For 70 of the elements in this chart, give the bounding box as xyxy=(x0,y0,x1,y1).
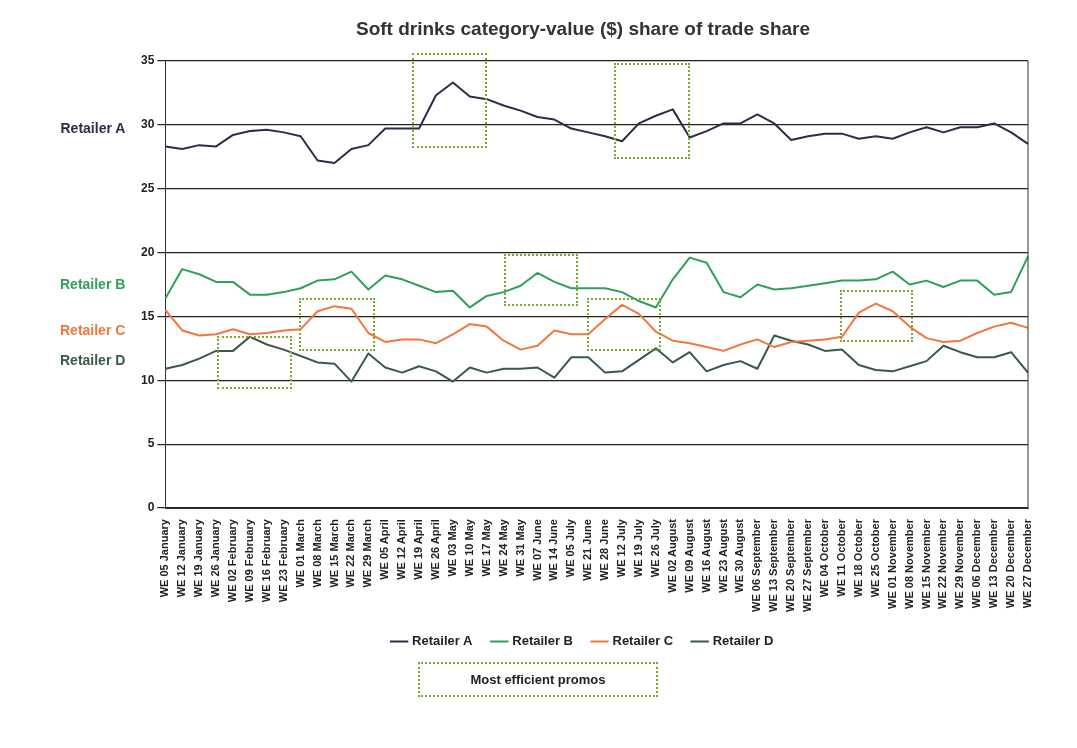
x-tick-label: WE 15 March xyxy=(327,518,340,588)
text: Retailer D xyxy=(59,351,126,368)
x-tick-label: WE 09 August xyxy=(682,518,695,593)
legend-label: Retailer A xyxy=(412,633,473,649)
x-tick-label: WE 26 April xyxy=(429,519,442,580)
x-tick-label: WE 01 March xyxy=(293,518,306,588)
x-tick-label: WE 19 April xyxy=(412,519,425,580)
x-tick-label: WE 19 July xyxy=(631,518,644,578)
chart-title: Soft drinks category-value ($) share of trade share xyxy=(355,17,811,39)
y-tick-label: 15 xyxy=(140,308,155,323)
x-tick-label: WE 12 July xyxy=(615,518,628,578)
x-tick-label: WE 06 September xyxy=(750,518,763,612)
y-tick-label: 20 xyxy=(140,244,155,259)
x-tick-label: WE 26 January xyxy=(209,518,222,598)
text: Retailer A xyxy=(60,120,126,137)
legend-label: Retailer C xyxy=(612,633,674,649)
x-tick-label: WE 07 June xyxy=(530,519,543,581)
x-tick-label: WE 06 December xyxy=(970,518,983,609)
x-tick-label: WE 12 January xyxy=(175,518,188,598)
x-tick-label: WE 20 December xyxy=(1004,518,1017,609)
x-tick-label: WE 02 February xyxy=(226,518,239,603)
text: Most efficient promos xyxy=(418,662,658,697)
x-tick-label: WE 13 December xyxy=(987,518,1000,609)
x-tick-label: WE 27 September xyxy=(801,518,814,612)
x-tick-label: WE 05 April xyxy=(378,519,391,580)
x-tick-label: WE 04 October xyxy=(818,518,831,598)
x-tick-label: WE 16 August xyxy=(699,518,712,593)
y-tick-label: 0 xyxy=(147,500,155,515)
x-tick-label: WE 26 July xyxy=(648,518,661,578)
x-tick-label: WE 08 March xyxy=(310,518,323,588)
text: Retailer B xyxy=(59,275,126,292)
x-tick-label: WE 17 May xyxy=(479,518,492,577)
x-tick-label: WE 29 November xyxy=(953,518,966,609)
x-tick-label: WE 19 January xyxy=(192,518,205,598)
x-tick-label: WE 14 June xyxy=(547,519,560,581)
x-tick-label: WE 31 May xyxy=(513,518,526,577)
x-tick-label: WE 20 September xyxy=(784,518,797,612)
x-tick-label: WE 15 November xyxy=(919,518,932,609)
x-tick-label: WE 22 November xyxy=(936,518,949,609)
x-tick-label: WE 03 May xyxy=(445,518,458,577)
y-tick-label: 5 xyxy=(147,436,155,451)
x-tick-label: WE 21 June xyxy=(581,519,594,581)
x-tick-label: WE 09 February xyxy=(242,518,255,603)
x-tick-label: WE 11 October xyxy=(834,518,847,597)
text: Retailer C xyxy=(59,322,126,339)
x-tick-label: WE 05 July xyxy=(564,518,577,578)
x-tick-label: WE 08 November xyxy=(902,518,915,609)
x-tick-label: WE 12 April xyxy=(395,519,408,580)
x-tick-label: WE 28 June xyxy=(598,519,611,581)
y-tick-label: 30 xyxy=(140,117,155,132)
x-tick-label: WE 18 October xyxy=(851,518,864,598)
y-tick-label: 35 xyxy=(140,53,155,68)
x-tick-label: WE 05 January xyxy=(158,518,171,598)
x-tick-label: WE 10 May xyxy=(462,518,475,577)
legend-label: Retailer D xyxy=(712,633,774,649)
x-tick-label: WE 23 February xyxy=(276,518,289,603)
y-tick-label: 25 xyxy=(140,180,155,195)
x-tick-label: WE 01 November xyxy=(885,518,898,609)
x-tick-label: WE 16 February xyxy=(259,518,272,603)
y-tick-label: 10 xyxy=(140,372,155,387)
x-tick-label: WE 23 August xyxy=(716,518,729,593)
legend-label: Retailer B xyxy=(512,633,574,649)
x-tick-label: WE 29 March xyxy=(361,518,374,588)
x-tick-label: WE 22 March xyxy=(344,518,357,588)
x-tick-label: WE 30 August xyxy=(733,518,746,593)
x-tick-label: WE 27 December xyxy=(1021,518,1034,609)
x-tick-label: WE 02 August xyxy=(665,518,678,593)
x-tick-label: WE 13 September xyxy=(767,518,780,612)
x-tick-label: WE 24 May xyxy=(496,518,509,577)
x-tick-label: WE 25 October xyxy=(868,518,881,598)
